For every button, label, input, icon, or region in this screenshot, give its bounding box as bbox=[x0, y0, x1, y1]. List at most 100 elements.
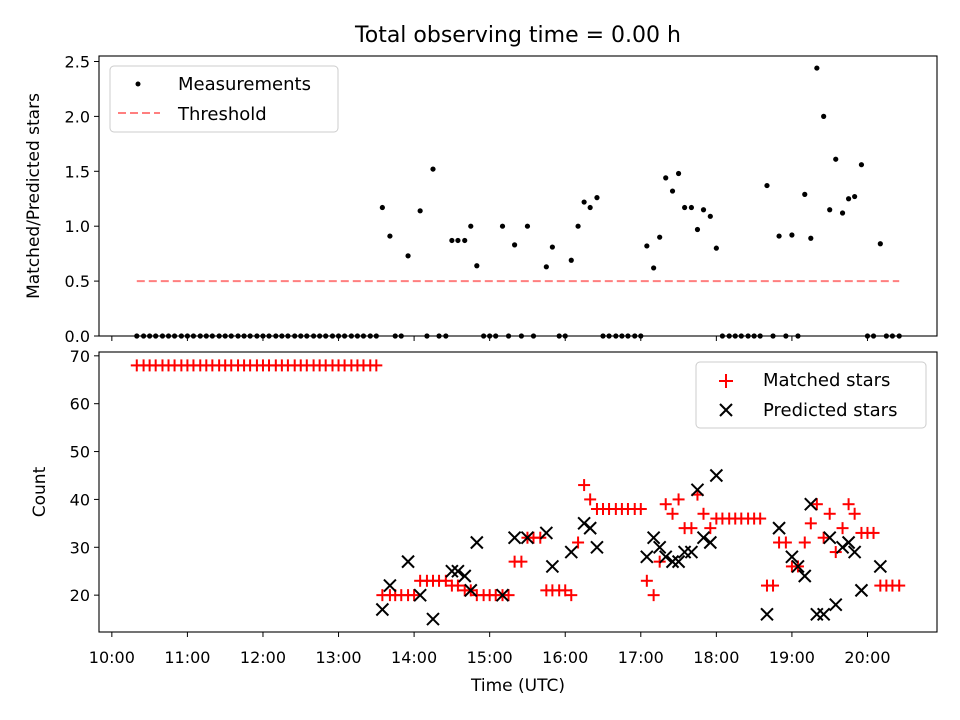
bottom-y-tick-label: 40 bbox=[70, 490, 90, 509]
matched-point bbox=[848, 507, 861, 520]
matched-point bbox=[672, 493, 685, 506]
predicted-point bbox=[470, 535, 484, 550]
predicted-point bbox=[791, 559, 805, 574]
matched-point bbox=[893, 579, 906, 592]
measurement-point bbox=[468, 223, 474, 229]
matched-point bbox=[659, 498, 672, 511]
x-tick-label: 11:00 bbox=[164, 648, 210, 667]
predicted-point bbox=[375, 602, 390, 617]
predicted-point bbox=[854, 583, 869, 598]
matched-point bbox=[640, 574, 653, 587]
bottom-legend-box bbox=[695, 361, 927, 429]
bottom-plot-area bbox=[130, 359, 906, 626]
measurement-point bbox=[776, 233, 782, 239]
measurement-point bbox=[449, 237, 455, 244]
matched-point bbox=[798, 536, 811, 549]
predicted-point bbox=[785, 550, 799, 564]
predicted-point bbox=[798, 569, 812, 583]
predicted-point bbox=[847, 545, 862, 559]
matched-point bbox=[685, 522, 698, 535]
matched-point bbox=[767, 579, 780, 592]
measurement-point bbox=[511, 242, 518, 248]
measurement-point bbox=[474, 263, 480, 269]
top-y-axis-label: Matched/Predicted stars bbox=[24, 93, 44, 299]
top-y-ticks: 0.0 0.5 1.0 1.5 2.0 2.5 bbox=[65, 52, 99, 346]
bottom-y-tick-label: 60 bbox=[70, 395, 90, 414]
measurement-point bbox=[587, 204, 593, 211]
top-plot-area bbox=[134, 65, 902, 339]
predicted-point bbox=[829, 598, 843, 612]
predicted-point bbox=[495, 588, 510, 602]
predicted-point bbox=[564, 545, 578, 559]
predicted-point bbox=[640, 550, 654, 564]
bottom-y-tick-label: 20 bbox=[70, 586, 90, 605]
matched-point bbox=[842, 498, 855, 511]
top-y-tick-label: 2.5 bbox=[65, 52, 90, 71]
predicted-point bbox=[703, 535, 718, 550]
x-tick-label: 16:00 bbox=[542, 648, 588, 667]
measurement-point bbox=[669, 188, 676, 194]
measurement-point bbox=[694, 226, 701, 233]
predicted-point bbox=[816, 607, 831, 621]
matched-point bbox=[779, 536, 792, 549]
top-y-tick-label: 0.0 bbox=[65, 327, 90, 346]
measurement-point bbox=[852, 193, 858, 200]
matched-point bbox=[572, 536, 585, 549]
matched-point bbox=[647, 589, 660, 602]
matched-point bbox=[578, 479, 591, 492]
predicted-point bbox=[458, 569, 472, 583]
predicted-point bbox=[451, 564, 465, 578]
bottom-y-tick-label: 50 bbox=[70, 443, 90, 462]
x-tick-label: 17:00 bbox=[618, 648, 664, 667]
matched-point bbox=[370, 359, 383, 372]
measurement-point bbox=[839, 210, 846, 216]
measurement-point bbox=[549, 244, 555, 250]
matched-point bbox=[565, 589, 578, 602]
measurement-point bbox=[858, 162, 865, 168]
matched-point bbox=[804, 517, 817, 530]
measurement-point bbox=[845, 196, 852, 202]
measurement-point bbox=[657, 234, 663, 240]
predicted-point bbox=[426, 612, 440, 626]
predicted-point bbox=[671, 554, 686, 569]
matched-point bbox=[666, 507, 679, 520]
measurement-point bbox=[789, 232, 795, 238]
measurement-point bbox=[713, 245, 719, 251]
legend-label-measurements: Measurements bbox=[178, 74, 311, 95]
measurement-point bbox=[575, 223, 581, 229]
predicted-point bbox=[690, 483, 705, 497]
measurement-point bbox=[682, 204, 688, 211]
matched-point bbox=[817, 531, 830, 544]
legend-marker-matched bbox=[719, 374, 733, 388]
top-x-ticks bbox=[111, 336, 868, 341]
predicted-point bbox=[841, 535, 856, 550]
top-y-tick-label: 0.5 bbox=[65, 272, 90, 291]
matched-point bbox=[451, 579, 464, 592]
predicted-point bbox=[804, 497, 818, 511]
measurement-point bbox=[688, 204, 695, 211]
measurement-point bbox=[877, 241, 883, 247]
measurement-point bbox=[808, 235, 814, 241]
measurement-point bbox=[833, 156, 839, 162]
measurement-point bbox=[594, 195, 600, 201]
predicted-point bbox=[873, 559, 888, 574]
bottom-y-ticks: 20 30 40 50 60 70 bbox=[70, 347, 99, 605]
x-tick-label: 20:00 bbox=[844, 648, 890, 667]
measurement-point bbox=[462, 237, 468, 244]
predicted-point bbox=[413, 588, 427, 602]
x-axis-label: Time (UTC) bbox=[470, 676, 565, 696]
measurement-point bbox=[543, 264, 549, 270]
measurement-point bbox=[379, 204, 385, 211]
top-y-tick-label: 1.0 bbox=[65, 217, 90, 236]
measurement-point bbox=[499, 223, 506, 229]
measurement-point bbox=[821, 113, 827, 119]
predicted-point bbox=[590, 540, 604, 554]
predicted-point bbox=[760, 607, 774, 621]
matched-point bbox=[634, 502, 647, 515]
measurement-point bbox=[417, 208, 423, 214]
matched-point bbox=[836, 522, 849, 535]
bottom-y-tick-label: 70 bbox=[70, 347, 90, 366]
legend-marker-measurements bbox=[135, 81, 141, 87]
top-y-tick-label: 1.5 bbox=[65, 162, 90, 181]
